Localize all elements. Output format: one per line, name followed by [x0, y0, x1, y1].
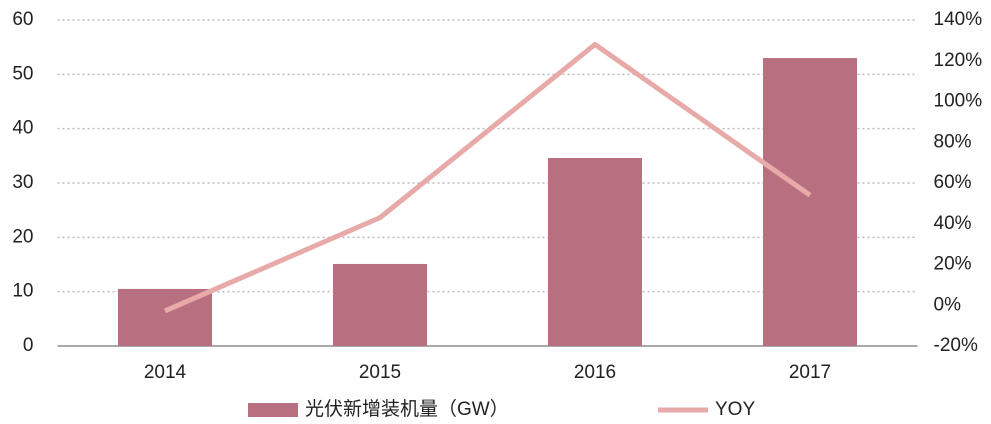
bar	[333, 263, 427, 346]
legend-label: YOY	[715, 399, 755, 420]
bar	[548, 158, 642, 346]
y-tick-label: 20	[12, 226, 33, 247]
legend-swatch	[248, 403, 298, 417]
y-tick-label: 60	[12, 9, 33, 30]
y2-tick-label: 60%	[934, 172, 972, 193]
y-tick-label: 40	[12, 118, 33, 139]
y2-tick-label: 80%	[934, 131, 972, 152]
x-tick-label: 2016	[574, 362, 616, 383]
y2-tick-label: 0%	[934, 294, 962, 315]
x-tick-label: 2015	[359, 362, 401, 383]
y2-tick-label: 100%	[934, 91, 983, 112]
line	[164, 41, 812, 314]
bar	[763, 58, 857, 347]
y-tick-label: 10	[12, 281, 33, 302]
x-tick-label: 2017	[789, 362, 831, 383]
y-tick-label: 30	[12, 172, 33, 193]
y-tick-label: 0	[23, 335, 34, 356]
y2-tick-label: 120%	[934, 50, 983, 71]
y2-tick-label: 40%	[934, 213, 972, 234]
y2-tick-label: -20%	[934, 335, 978, 356]
x-tick-label: 2014	[144, 362, 187, 383]
y-tick-label: 50	[12, 63, 33, 84]
y2-tick-label: 140%	[934, 9, 983, 30]
legend-label: 光伏新增装机量（GW）	[305, 398, 509, 420]
y2-tick-label: 20%	[934, 254, 972, 275]
